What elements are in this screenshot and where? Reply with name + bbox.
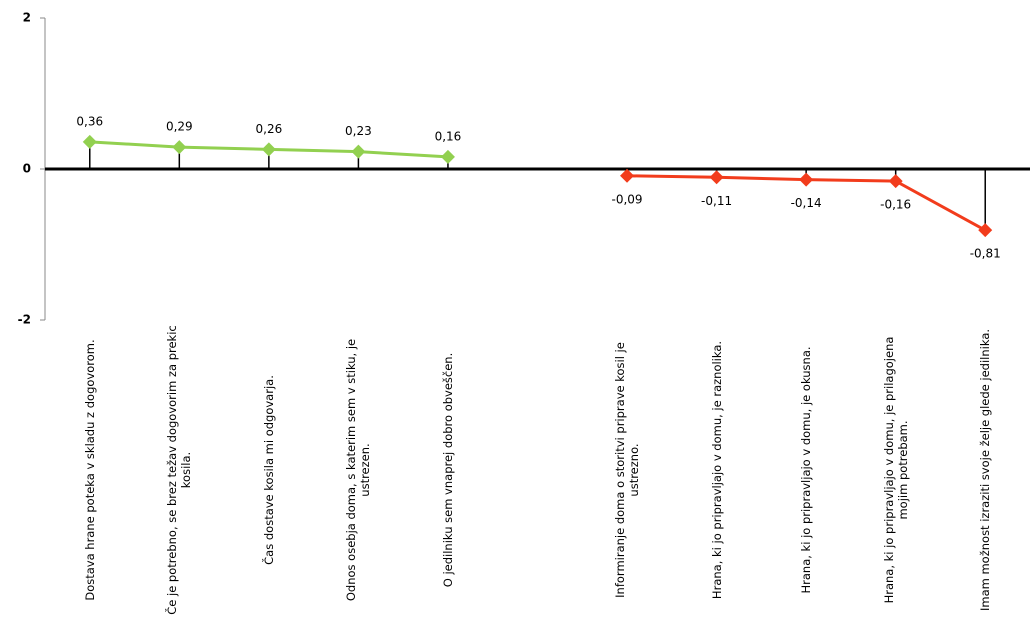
x-tick-label: Hrana, ki jo pripravljajo v domu, je raz… [709,340,724,600]
x-tick-label: O jedilniku sem vnaprej dobro obveščen. [440,352,455,588]
marker [799,172,814,187]
marker [440,149,455,164]
data-label: 0,16 [435,129,462,143]
x-tick-label: Dostava hrane poteka v skladu z dogovoro… [82,339,97,601]
data-label: 0,29 [166,120,193,134]
data-label: 0,26 [256,122,283,136]
data-label: -0,16 [880,198,911,212]
marker [709,170,724,185]
marker [978,223,993,238]
marker [261,142,276,157]
x-tick-label: Imam možnost izraziti svoje želje glede … [978,328,993,612]
x-tick-label: Če je potrebno, se brez težav dogovorim … [165,325,194,615]
marker [351,144,366,159]
y-tick-label: -2 [18,313,31,327]
data-label: -0,81 [970,247,1001,261]
data-label: -0,11 [701,194,732,208]
x-tick-label: Čas dostave kosila mi odgovarja. [261,375,276,565]
data-label: 0,36 [76,114,103,128]
marker [620,168,635,183]
y-tick-label: 0 [23,162,31,176]
x-tick-label: Odnos osebja doma, s katerim sem v stiku… [344,338,373,602]
data-label: -0,09 [612,192,643,206]
x-tick-label: Hrana, ki jo pripravljajo v domu, je pri… [881,336,910,604]
data-label: 0,23 [345,124,372,138]
marker [172,140,187,155]
y-tick-label: 2 [23,11,31,25]
x-tick-label: Informiranje doma o storitvi priprave ko… [613,342,642,598]
x-tick-label: Hrana, ki jo pripravljajo v domu, je oku… [799,346,814,594]
marker [82,134,97,149]
data-label: -0,14 [791,196,822,210]
marker [888,174,903,189]
